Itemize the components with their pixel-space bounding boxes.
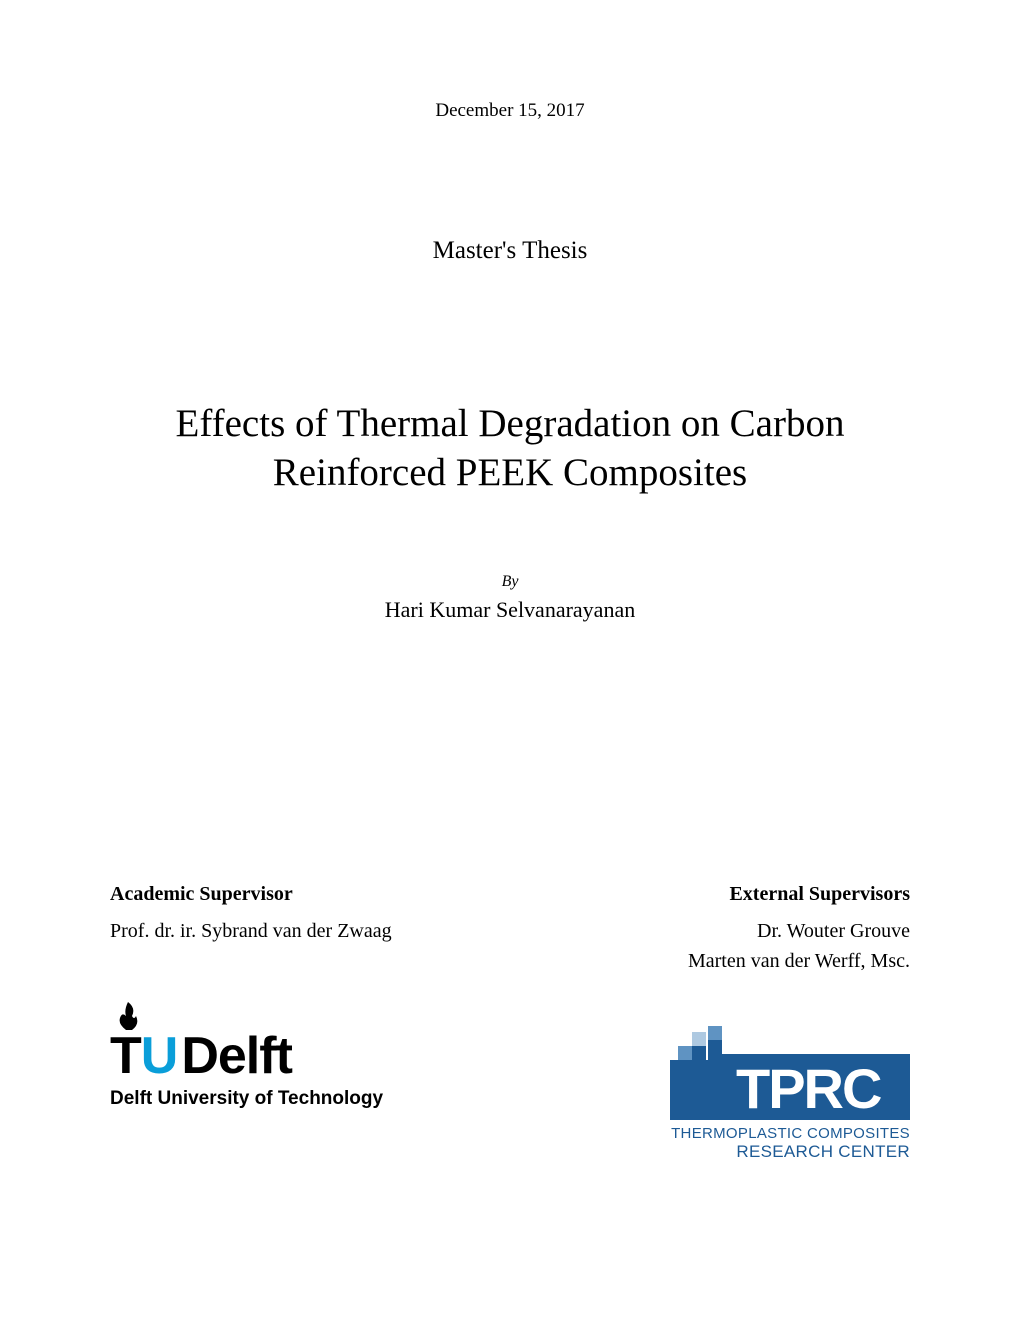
external-supervisors-heading: External Supervisors: [688, 883, 910, 906]
flame-icon: [116, 1000, 142, 1032]
by-label: By: [110, 573, 910, 591]
external-supervisors-block: External Supervisors Dr. Wouter Grouve M…: [688, 883, 910, 976]
thesis-type-label: Master's Thesis: [110, 237, 910, 265]
thesis-title: Effects of Thermal Degradation on Carbon…: [110, 400, 910, 498]
external-supervisor-name-2: Marten van der Werff, Msc.: [688, 946, 910, 976]
academic-supervisor-name: Prof. dr. ir. Sybrand van der Zwaag: [110, 916, 392, 946]
svg-text:TPRC: TPRC: [736, 1057, 881, 1120]
tprc-logo: TPRC THERMOPLASTIC COMPOSITES RESEARCH C…: [630, 1026, 910, 1162]
tudelft-t-letter: T: [110, 1027, 141, 1085]
tprc-subtitle-line-1: THERMOPLASTIC COMPOSITES: [671, 1125, 910, 1142]
tprc-graphic-icon: TPRC: [670, 1026, 910, 1121]
tudelft-wordmark: T UDelft: [110, 1026, 410, 1086]
tudelft-logo: T UDelft Delft University of Technology: [110, 1026, 410, 1110]
external-supervisor-name-1: Dr. Wouter Grouve: [688, 916, 910, 946]
academic-supervisor-heading: Academic Supervisor: [110, 883, 392, 906]
author-name: Hari Kumar Selvanarayanan: [110, 597, 910, 623]
tudelft-u-letter: U: [141, 1026, 178, 1086]
tprc-subtitle-line-2: RESEARCH CENTER: [736, 1142, 910, 1162]
logos-section: T UDelft Delft University of Technology …: [110, 1026, 910, 1162]
supervisors-section: Academic Supervisor Prof. dr. ir. Sybran…: [110, 883, 910, 976]
academic-supervisor-block: Academic Supervisor Prof. dr. ir. Sybran…: [110, 883, 392, 976]
date: December 15, 2017: [110, 100, 910, 122]
tudelft-delft-text: Delft: [181, 1026, 292, 1086]
tudelft-subtitle: Delft University of Technology: [110, 1088, 410, 1110]
